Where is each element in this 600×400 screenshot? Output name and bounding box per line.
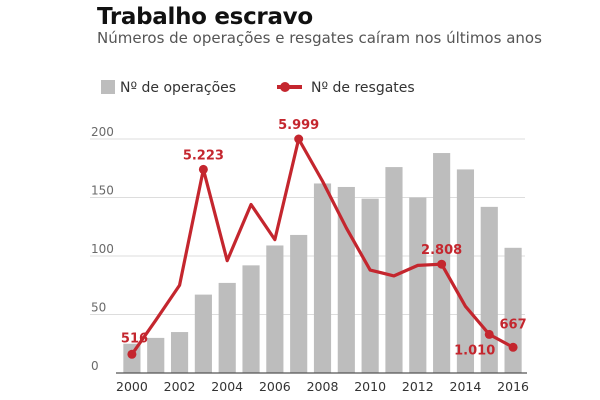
bar [456, 169, 475, 373]
x-tick-label: 2014 [450, 379, 482, 394]
x-tick-label: 2006 [259, 379, 291, 394]
bar [242, 265, 260, 373]
bar [290, 234, 308, 373]
x-tick-label: 2016 [497, 379, 529, 394]
legend-label-operacoes: Nº de operações [120, 80, 236, 96]
series-line [130, 137, 515, 356]
line-point-labels: 516 5.223 5.999 2.808 1.010 667 [121, 118, 527, 358]
bar [170, 332, 189, 373]
bar [194, 294, 212, 373]
legend: Nº de operações Nº de resgates [101, 80, 415, 96]
point-label: 516 [121, 331, 148, 346]
chart-subtitle: Números de operações e resgates caíram n… [97, 29, 542, 47]
point-label: 5.223 [183, 148, 224, 163]
y-tick-label: 200 [91, 125, 114, 139]
bar [147, 337, 165, 373]
line-point [294, 134, 304, 144]
line-points-resgates [127, 134, 518, 359]
grid [90, 138, 525, 315]
x-tick-label: 2004 [211, 379, 243, 394]
bar [313, 183, 332, 373]
bar [504, 247, 522, 373]
y-tick-label: 0 [91, 359, 99, 373]
chart-title: Trabalho escravo [97, 4, 313, 30]
legend-marker-resgates [280, 82, 290, 92]
point-label: 2.808 [421, 243, 462, 258]
legend-label-resgates: Nº de resgates [311, 80, 415, 96]
y-tick-label: 150 [91, 184, 114, 198]
x-tick-label: 2012 [402, 379, 434, 394]
point-label: 1.010 [454, 343, 495, 358]
bar [266, 245, 284, 373]
bar-series-operacoes [123, 153, 522, 373]
bar [218, 282, 236, 373]
point-label: 5.999 [278, 118, 319, 133]
line-point [198, 164, 208, 174]
line-point [127, 349, 137, 359]
y-tick-label: 50 [91, 301, 106, 315]
line-point [508, 342, 518, 352]
bar [409, 197, 427, 373]
legend-swatch-operacoes [101, 80, 115, 94]
x-tick-label: 2010 [354, 379, 386, 394]
bar [385, 167, 403, 373]
line-series-resgates [130, 137, 515, 356]
x-tick-label: 2002 [164, 379, 196, 394]
y-axis: 0 50 100 150 200 [91, 125, 114, 373]
x-tick-label: 2000 [116, 379, 148, 394]
x-axis: 2000 2002 2004 2006 2008 2010 2012 2014 2016 [116, 379, 529, 394]
x-tick-label: 2008 [307, 379, 339, 394]
line-point [484, 329, 494, 339]
y-tick-label: 100 [91, 242, 114, 256]
line-point [437, 259, 447, 269]
point-label: 667 [500, 317, 527, 332]
bar [361, 198, 379, 373]
